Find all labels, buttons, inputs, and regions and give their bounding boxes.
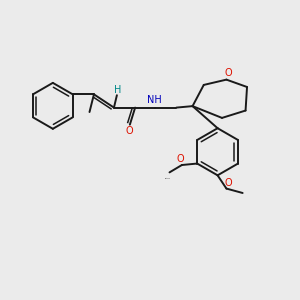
Text: methyl3: methyl3 [165,178,171,179]
Text: H: H [114,85,121,95]
Text: O: O [224,68,232,78]
Text: NH: NH [147,95,161,105]
Text: O: O [224,178,232,188]
Text: O: O [177,154,184,164]
Text: O: O [125,126,133,136]
